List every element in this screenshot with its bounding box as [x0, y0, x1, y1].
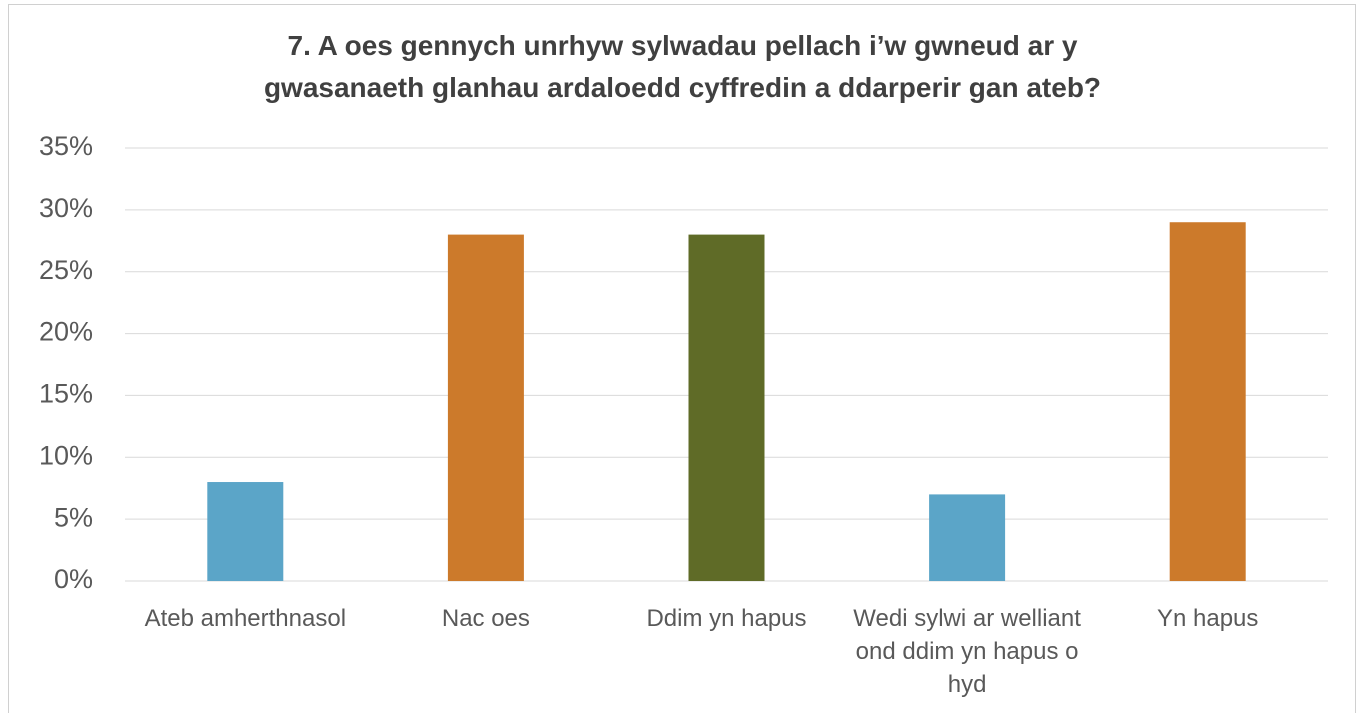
y-tick-label: 0%: [54, 564, 93, 594]
y-tick-label: 30%: [39, 193, 93, 223]
y-tick-label: 20%: [39, 317, 93, 347]
chart-frame: [8, 4, 1356, 713]
y-tick-label: 5%: [54, 502, 93, 532]
bar: [447, 234, 524, 581]
y-tick-label: 35%: [39, 131, 93, 161]
y-tick-label: 25%: [39, 255, 93, 285]
x-tick-label: Nac oes: [441, 605, 530, 632]
x-tick-label: Ddim yn hapus: [646, 605, 807, 632]
bar: [207, 482, 284, 581]
bar: [688, 234, 765, 581]
x-tick-label: Yn hapus: [1156, 605, 1259, 632]
chart-title: 7. A oes gennych unrhyw sylwadau pellach…: [287, 30, 1078, 61]
bar: [929, 494, 1006, 581]
y-tick-label: 10%: [39, 440, 93, 470]
bar: [1169, 222, 1246, 581]
chart-title: gwasanaeth glanhau ardaloedd cyffredin a…: [263, 72, 1102, 103]
x-tick-label: Ateb amherthnasol: [144, 605, 347, 632]
y-tick-label: 15%: [39, 379, 93, 409]
x-tick-label: Wedi sylwi ar welliant ond ddim yn hapus…: [853, 605, 1081, 698]
